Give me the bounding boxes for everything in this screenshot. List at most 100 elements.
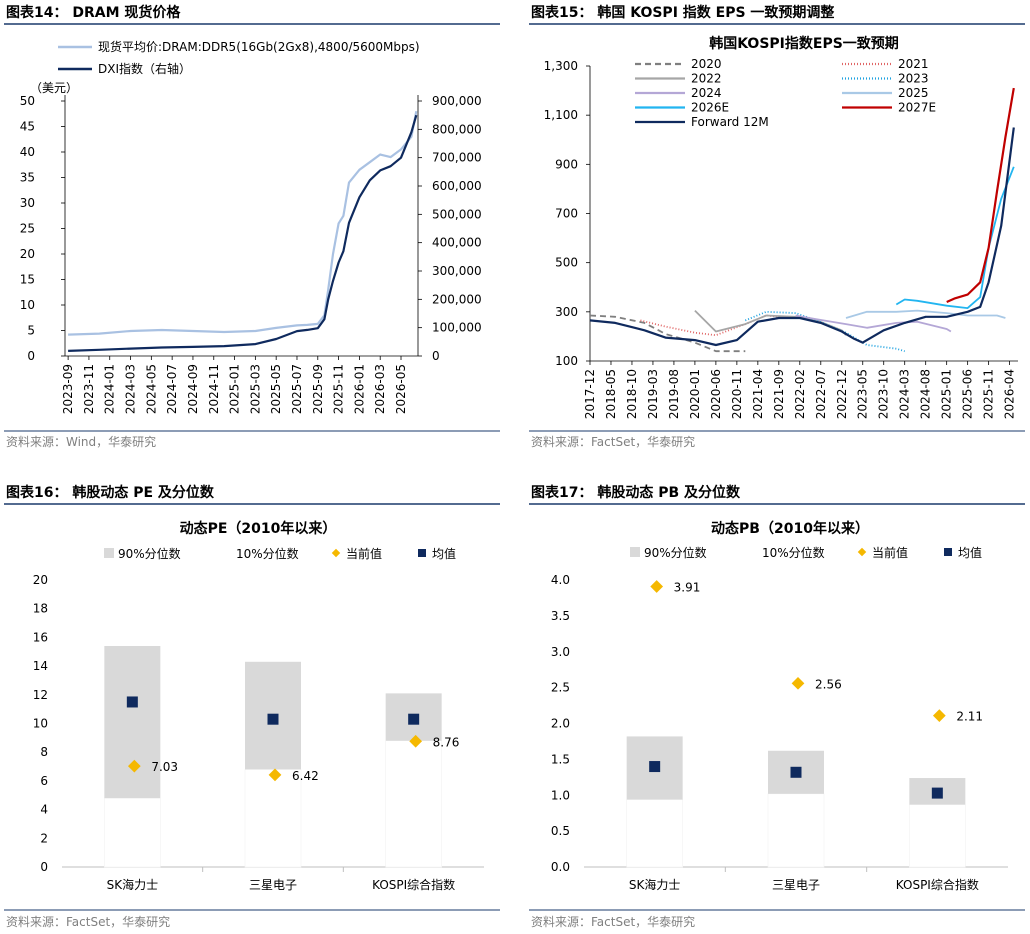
mean-marker [931, 787, 943, 799]
chart-dynamic-pe: 动态PE（2010年以来） 90%分位数 10%分位数 当前值 均值 0 2 4 6 8 10 12 1… [33, 520, 484, 892]
x-tick-label: 2018-05 [604, 369, 618, 419]
y-tick-label: 0.0 [551, 860, 570, 874]
chart-title: 动态PB（2010年以来） [711, 520, 869, 537]
legend-label: 90%分位数 [118, 546, 181, 561]
legend-label: 2023 [898, 72, 929, 86]
y-tick-label: 1,300 [544, 59, 578, 73]
y-tick-label: 15 [20, 273, 35, 287]
chart-dynamic-pb: 动态PB（2010年以来） 90%分位数 10%分位数 当前值 均值 0.0 0.5 1.0 1… [551, 520, 1008, 892]
x-tick-label: 2025-01 [228, 364, 242, 414]
legend-swatch-mean [418, 549, 426, 557]
legend-swatch-p90 [630, 547, 640, 557]
x-tick-label: 2024-03 [898, 369, 912, 419]
x-tick-label: 2024-05 [144, 364, 158, 414]
x-tick-label: 2025-01 [940, 369, 954, 419]
chart-title: 韩国KOSPI指数EPS一致预期 [709, 35, 899, 52]
y-tick-label: 2.0 [551, 717, 570, 731]
x-tick-label: 2026-03 [373, 364, 387, 414]
x-tick-label: 2025-11 [332, 364, 346, 414]
y-tick-label: 0 [40, 860, 48, 874]
x-tick-label: 2022-07 [814, 369, 828, 419]
legend-label: 10%分位数 [236, 546, 299, 561]
y-tick-label: 10 [33, 717, 48, 731]
y-tick-label: 4.0 [551, 573, 570, 587]
current-value-label: 3.91 [674, 580, 701, 594]
legend-label: 2026E [691, 101, 729, 115]
current-value-label: 7.03 [151, 760, 178, 774]
y-tick-label: 50 [20, 94, 35, 108]
p10-bar [767, 793, 825, 868]
y2-tick-label: 700,000 [432, 151, 482, 165]
x-tick-label: 2021-04 [751, 369, 765, 419]
y-tick-label: 700 [555, 207, 578, 221]
y-tick-label: 14 [33, 659, 48, 673]
x-tick-label: 2026-04 [1003, 369, 1017, 419]
legend-label: 2021 [898, 57, 929, 71]
y2-tick-label: 0 [432, 349, 440, 363]
p10-bar [385, 740, 442, 868]
legend-label: 10%分位数 [762, 545, 825, 560]
panel-title-pb: 图表17： 韩股动态 PB 及分位数 [531, 484, 741, 501]
legend-swatch-p90 [104, 548, 114, 558]
x-tick-label: 2020-11 [730, 369, 744, 419]
legend-label: 当前值 [346, 546, 382, 561]
y-tick-label: 18 [33, 602, 48, 616]
y-tick-label: 6 [40, 774, 48, 788]
legend-swatch-mean [944, 548, 952, 556]
category-label: 三星电子 [772, 878, 820, 892]
y-tick-label: 40 [20, 145, 35, 159]
y-tick-label: 1,100 [544, 108, 578, 122]
y-tick-label: 5 [27, 324, 35, 338]
y-tick-label: 4 [40, 803, 48, 817]
y2-tick-label: 300,000 [432, 264, 482, 278]
legend-label: 2022 [691, 72, 722, 86]
legend-label: 2025 [898, 86, 929, 100]
y-tick-label: 500 [555, 256, 578, 270]
x-tick-label: 2025-06 [961, 369, 975, 419]
category-label: SK海力士 [107, 877, 159, 892]
y2-tick-label: 600,000 [432, 179, 482, 193]
category-label: KOSPI综合指数 [372, 877, 455, 892]
mean-marker [649, 761, 661, 773]
y-tick-label: 3.0 [551, 645, 570, 659]
y2-tick-label: 100,000 [432, 321, 482, 335]
y2-tick-label: 900,000 [432, 94, 482, 108]
x-tick-label: 2023-10 [877, 369, 891, 419]
x-tick-label: 2023-09 [61, 364, 75, 414]
x-tick-label: 2020-06 [709, 369, 723, 419]
current-value-label: 6.42 [292, 769, 319, 783]
panel-title-eps: 图表15： 韩国 KOSPI 指数 EPS 一致预期调整 [531, 4, 835, 21]
series-line-2024 [795, 314, 952, 333]
y-tick-label: 45 [20, 120, 35, 134]
x-tick-label: 2020-01 [688, 369, 702, 419]
legend-label: 2027E [898, 101, 936, 115]
legend-label: 2020 [691, 57, 722, 71]
x-tick-label: 2025-05 [269, 364, 283, 414]
chart-title: 动态PE（2010年以来） [180, 520, 337, 537]
category-label: KOSPI综合指数 [896, 877, 979, 892]
p10-bar [244, 769, 302, 868]
y-tick-label: 12 [33, 688, 48, 702]
current-value-label: 2.11 [956, 710, 983, 724]
x-tick-label: 2026-05 [394, 364, 408, 414]
legend-label: 均值 [432, 546, 456, 561]
legend-label-1: DXI指数（右轴） [98, 61, 191, 76]
series-line-0 [68, 110, 418, 336]
x-tick-label: 2022-12 [835, 369, 849, 419]
chart-kospi-eps: 韩国KOSPI指数EPS一致预期 100 300 500 700 900 1,100 1,30… [544, 35, 1018, 419]
chart-dram-spot-price: 0 5 10 15 20 25 30 35 40 45 50 0 100,000 200,000 300,0… [20, 39, 482, 414]
source-note-dram: 资料来源：Wind，华泰研究 [6, 434, 156, 449]
legend-label-0: 现货平均价:DRAM:DDR5(16Gb(2Gx8),4800/5600Mbps… [98, 39, 420, 54]
current-marker [650, 580, 664, 593]
x-tick-label: 2024-01 [103, 364, 117, 414]
x-tick-label: 2019-03 [646, 369, 660, 419]
p90-band [104, 646, 161, 799]
legend-label: 当前值 [872, 545, 908, 560]
x-tick-label: 2017-12 [583, 369, 597, 419]
current-value-label: 2.56 [815, 677, 842, 691]
current-marker [932, 709, 946, 722]
y2-tick-label: 400,000 [432, 236, 482, 250]
legend-label: 2024 [691, 86, 722, 100]
x-tick-label: 2024-07 [165, 364, 179, 414]
